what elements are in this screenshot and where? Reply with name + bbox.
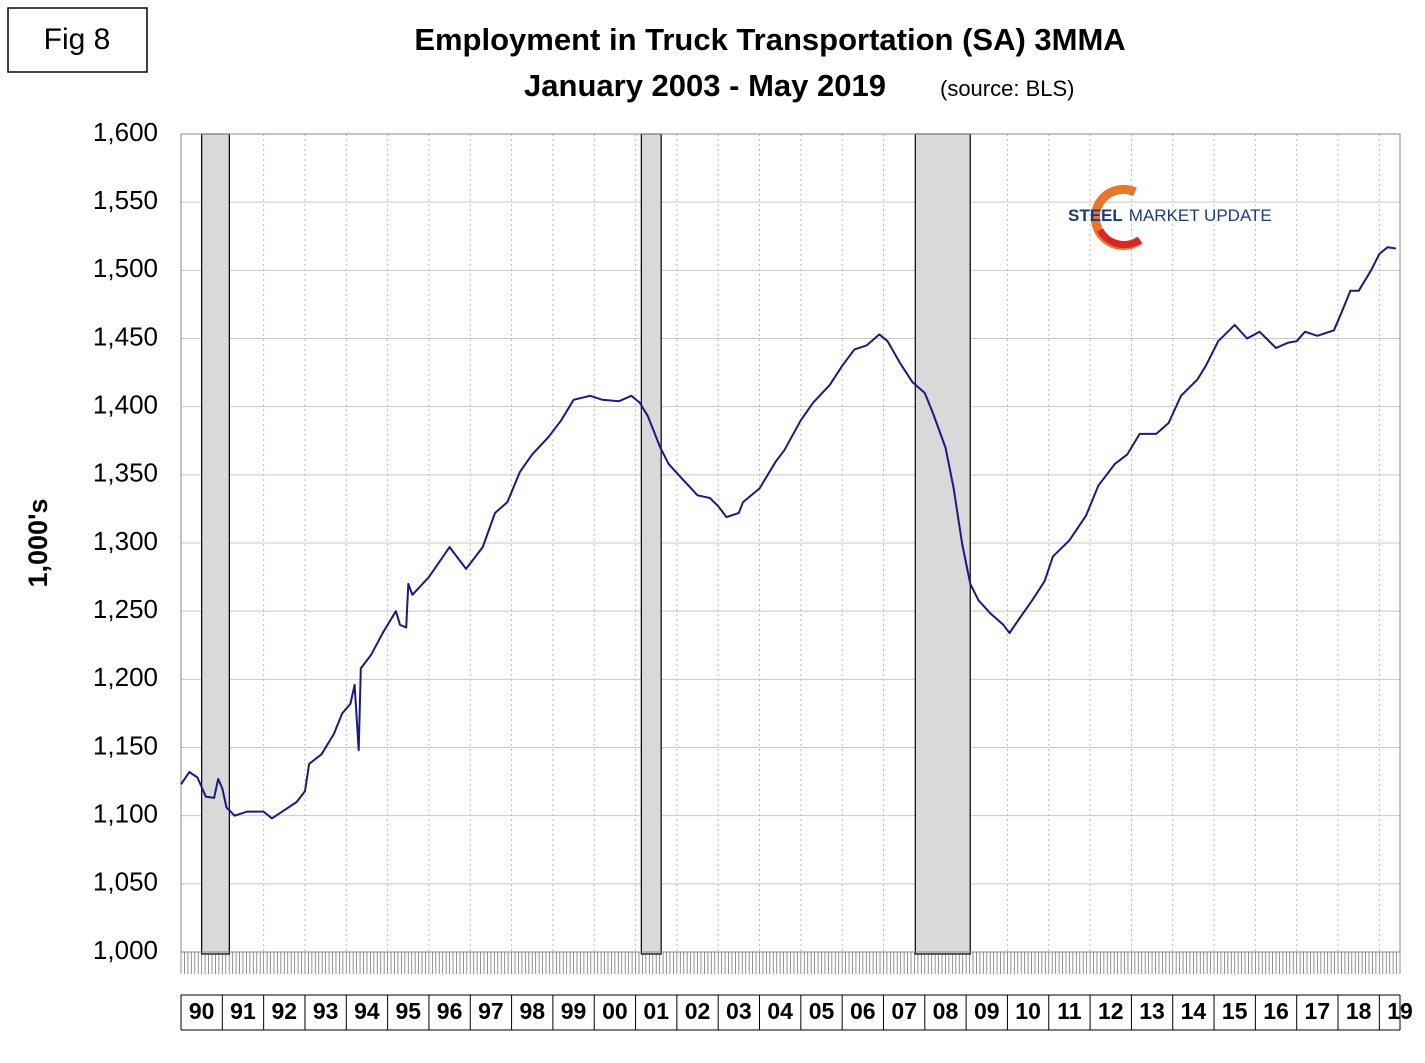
y-tick-label: 1,500 — [93, 253, 158, 283]
x-tick-label: 16 — [1263, 998, 1289, 1024]
y-tick-label: 1,200 — [93, 662, 158, 692]
logo-rest: MARKET UPDATE — [1129, 206, 1272, 225]
x-tick-label: 12 — [1098, 998, 1124, 1024]
x-tick-label: 05 — [809, 998, 835, 1024]
y-tick-label: 1,000 — [93, 935, 158, 965]
y-axis-label: 1,000's — [23, 498, 53, 587]
y-tick-label: 1,550 — [93, 185, 158, 215]
plot-border — [180, 133, 1401, 953]
x-tick-label: 97 — [478, 998, 504, 1024]
x-tick-label: 10 — [1015, 998, 1041, 1024]
logo-swoosh — [1096, 228, 1142, 249]
logo: STEEL MARKET UPDATE — [1068, 184, 1272, 250]
y-tick-label: 1,150 — [93, 730, 158, 760]
figure-label-box — [7, 7, 148, 73]
x-tick-label: 93 — [313, 998, 339, 1024]
x-tick-label: 08 — [933, 998, 959, 1024]
x-tick-label: 11 — [1057, 998, 1082, 1024]
x-tick-label: 07 — [891, 998, 917, 1024]
x-tick-label: 17 — [1305, 998, 1331, 1024]
x-tick-label: 90 — [189, 998, 215, 1024]
recession-band — [914, 133, 971, 955]
data-line — [180, 246, 1397, 820]
recession-band — [640, 133, 662, 955]
source-note: (source: BLS) — [940, 76, 1075, 101]
x-tick-label: 92 — [272, 998, 298, 1024]
chart-title: Employment in Truck Transportation (SA) … — [414, 22, 1125, 57]
x-tick-label: 01 — [643, 998, 669, 1024]
x-tick-label: 18 — [1346, 998, 1372, 1024]
y-tick-label: 1,600 — [93, 117, 158, 147]
x-tick-label: 09 — [974, 998, 1000, 1024]
x-tick-label: 03 — [726, 998, 752, 1024]
x-tick-label: 04 — [767, 998, 793, 1024]
y-tick-label: 1,050 — [93, 867, 158, 897]
y-tick-label: 1,450 — [93, 321, 158, 351]
x-tick-label: 13 — [1139, 998, 1165, 1024]
x-tick-label: 14 — [1181, 998, 1207, 1024]
recession-band — [201, 133, 230, 955]
logo-bold: STEEL — [1068, 206, 1123, 225]
chart-subtitle: January 2003 - May 2019 — [524, 68, 886, 103]
plot-area: 1,000 1,050 1,100 1,150 1,200 1,250 1,300 1,350… — [93, 117, 1413, 1031]
y-tick-label: 1,250 — [93, 594, 158, 624]
x-tick-label: 15 — [1222, 998, 1248, 1024]
y-tick-label: 1,300 — [93, 526, 158, 556]
logo-text: STEEL MARKET UPDATE — [1068, 206, 1272, 225]
y-tick-label: 1,350 — [93, 458, 158, 488]
x-tick-label: 95 — [395, 998, 421, 1024]
figure-label: Fig 8 — [44, 23, 111, 56]
x-tick-label: 00 — [602, 998, 628, 1024]
x-tick-label: 02 — [685, 998, 711, 1024]
x-tick-label: 98 — [519, 998, 545, 1024]
y-tick-label: 1,400 — [93, 390, 158, 420]
y-tick-label: 1,100 — [93, 799, 158, 829]
x-tick-label: 91 — [230, 998, 256, 1024]
x-tick-label: 99 — [561, 998, 587, 1024]
x-tick-label: 94 — [354, 998, 380, 1024]
x-tick-label: 06 — [850, 998, 876, 1024]
x-tick-label: 96 — [437, 998, 463, 1024]
